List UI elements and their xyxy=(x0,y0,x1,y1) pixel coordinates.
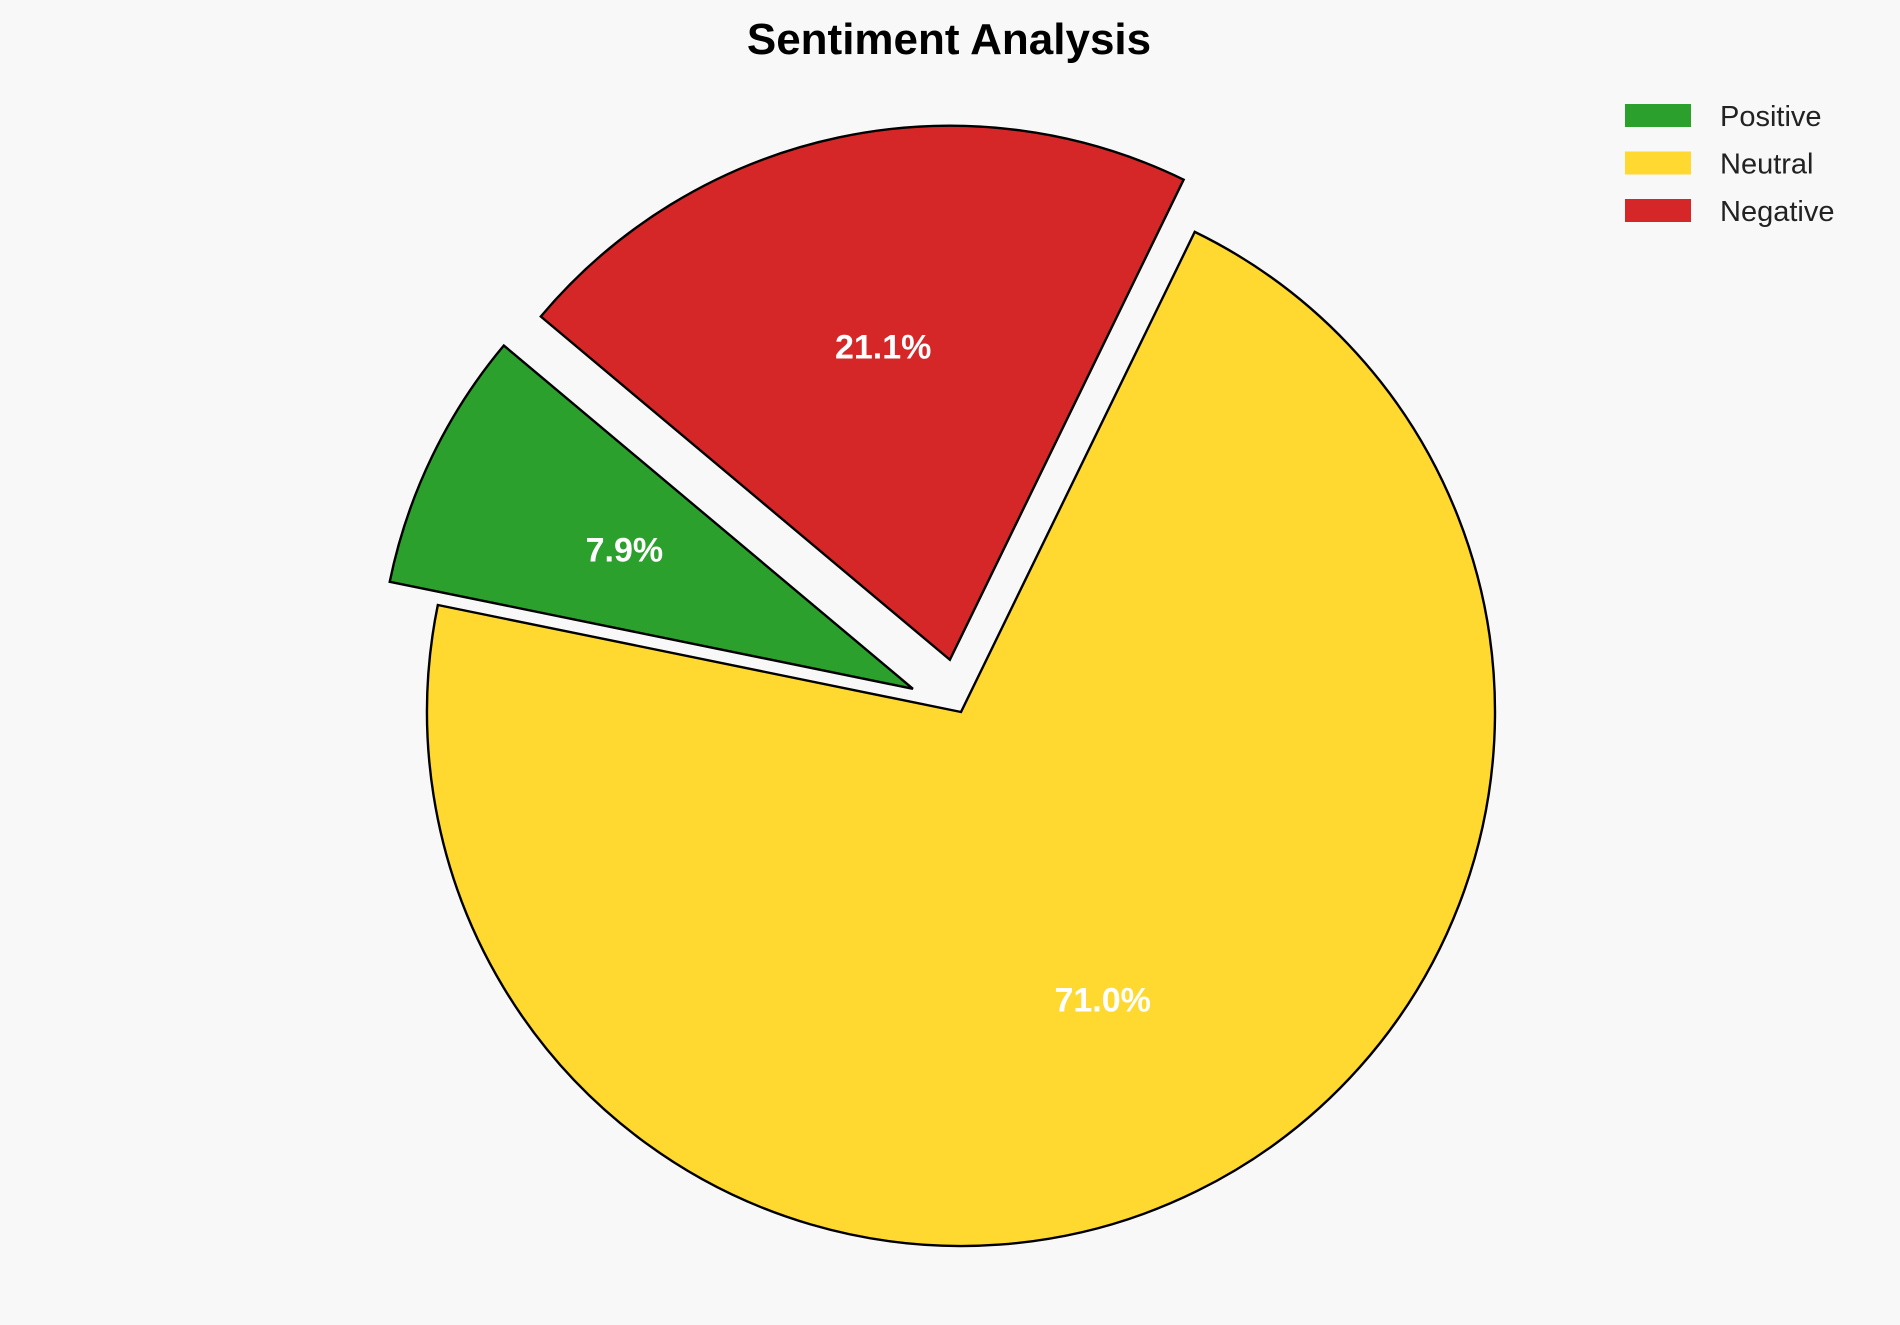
legend-swatch-positive xyxy=(1625,104,1691,127)
pie-slice-negative xyxy=(539,124,1186,662)
legend-swatch-negative xyxy=(1625,199,1691,222)
pie-slice-neutral xyxy=(425,230,1497,1248)
legend-swatch-neutral xyxy=(1625,151,1691,175)
legend: Positive Neutral Negative xyxy=(1625,101,1834,228)
legend-label-negative: Negative xyxy=(1720,196,1834,228)
legend-label-positive: Positive xyxy=(1720,101,1822,133)
slice-label-positive: 7.9% xyxy=(586,531,664,569)
slice-label-negative: 21.1% xyxy=(835,328,931,366)
legend-label-neutral: Neutral xyxy=(1720,149,1814,181)
chart-title: Sentiment Analysis xyxy=(747,15,1151,64)
pie-slice-positive xyxy=(388,343,914,690)
slice-label-neutral: 71.0% xyxy=(1054,981,1150,1019)
